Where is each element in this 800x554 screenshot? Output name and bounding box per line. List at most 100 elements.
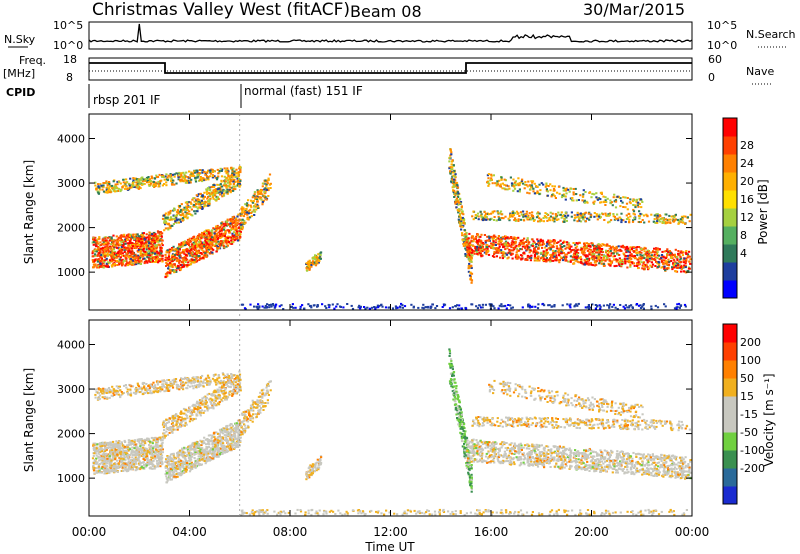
power-echo-cell [102, 248, 105, 251]
power-echo-cell [185, 258, 189, 261]
power-echo-cell [113, 250, 116, 253]
power-echo-cell [508, 252, 511, 255]
power-echo-cell [516, 182, 519, 185]
power-echo-cell [629, 265, 632, 268]
power-echo-cell [210, 193, 213, 196]
power-echo-cell [483, 234, 486, 236]
power-echo-cell [117, 247, 120, 250]
power-echo-cell [157, 185, 160, 188]
power-echo-cell [234, 188, 237, 191]
power-echo-cell [103, 260, 106, 262]
power-echo-cell [679, 261, 682, 263]
power-echo-cell [520, 179, 524, 182]
power-echo-cell [208, 189, 211, 192]
power-echo-cell [156, 250, 159, 253]
power-echo-cell [587, 245, 590, 248]
power-echo-cell [559, 252, 563, 255]
power-echo-cell [477, 218, 480, 221]
power-echo-cell [538, 244, 542, 247]
power-echo-cell [253, 210, 257, 213]
power-echo-cell [121, 263, 124, 266]
power-echo-cell [197, 249, 200, 252]
power-echo-cell [206, 176, 209, 179]
power-echo-cell [231, 220, 234, 223]
power-echo-cell [154, 235, 157, 238]
power-echo-cell [487, 253, 491, 256]
power-echo-cell [97, 192, 100, 195]
power-echo-cell [461, 210, 464, 213]
power-echo-cell [167, 174, 170, 177]
power-echo-cell [513, 219, 516, 221]
power-echo-cell [149, 256, 152, 259]
power-echo-cell [661, 266, 664, 268]
power-echo-cell [666, 252, 669, 255]
power-echo-cell [616, 253, 619, 256]
power-echo-cell [190, 259, 193, 262]
power-echo-cell [268, 173, 272, 176]
power-echo-cell [240, 214, 243, 217]
power-echo-cell [477, 242, 480, 245]
power-echo-cell [606, 243, 609, 246]
power-echo-cell [145, 260, 148, 263]
power-echo-cell [246, 218, 249, 221]
power-echo-cell [584, 261, 587, 264]
power-echo-cell [497, 212, 500, 215]
power-echo-cell [317, 258, 320, 261]
power-echo-cell [551, 194, 554, 197]
power-echo-cell [555, 219, 559, 221]
power-echo-cell [470, 235, 474, 238]
power-echo-cell [670, 255, 673, 258]
power-echo-cell [481, 219, 485, 222]
power-echo-cell [140, 237, 143, 240]
power-echo-cell [663, 265, 666, 268]
power-echo-cell [556, 191, 559, 194]
power-echo-cell [555, 256, 558, 259]
power-echo-cell [501, 187, 504, 190]
power-echo-cell [95, 245, 98, 248]
power-echo-cell [508, 248, 511, 251]
power-echo-cell [483, 251, 486, 254]
power-echo-cell [185, 208, 188, 211]
power-echo-cell [231, 172, 234, 175]
power-echo-cell [509, 212, 512, 215]
power-echo-cell [547, 239, 550, 242]
power-echo-cell [138, 183, 141, 186]
power-echo-cell [581, 195, 585, 198]
power-echo-cell [611, 204, 614, 207]
power-echo-cell [307, 261, 310, 264]
power-echo-cell [164, 175, 167, 178]
power-echo-cell [124, 242, 127, 245]
power-echo-cell [549, 248, 552, 250]
power-echo-cell [632, 256, 635, 258]
power-echo-cell [496, 183, 500, 186]
power-echo-cell [155, 260, 158, 263]
power-echo-cell [676, 266, 679, 269]
power-echo-cell [142, 232, 145, 235]
power-echo-cell [595, 245, 598, 248]
power-echo-cell [231, 216, 234, 219]
power-echo-cell [206, 193, 209, 196]
power-echo-cell [185, 248, 188, 251]
power-echo-cell [200, 243, 203, 246]
power-echo-cell [91, 259, 94, 261]
power-echo-cell [610, 248, 613, 251]
power-echo-cell [123, 243, 126, 246]
power-echo-cell [621, 261, 624, 264]
power-echo-cell [131, 245, 134, 248]
power-echo-cell [186, 181, 189, 184]
power-echo-cell [171, 248, 174, 251]
power-echo-cell [241, 218, 244, 221]
power-echo-cell [184, 211, 187, 214]
power-echo-cell [138, 186, 141, 188]
power-echo-cell [168, 224, 171, 227]
power-echo-cell [146, 236, 149, 239]
power-echo-cell [147, 240, 150, 243]
power-echo-cell [226, 244, 229, 247]
power-echo-cell [632, 262, 636, 265]
power-echo-cell [184, 248, 187, 251]
power-echo-cell [562, 186, 565, 189]
power-echo-cell [99, 259, 102, 262]
freq-tick-top: 18 [63, 53, 77, 66]
power-echo-cell [130, 247, 133, 250]
power-echo-cell [683, 257, 686, 260]
